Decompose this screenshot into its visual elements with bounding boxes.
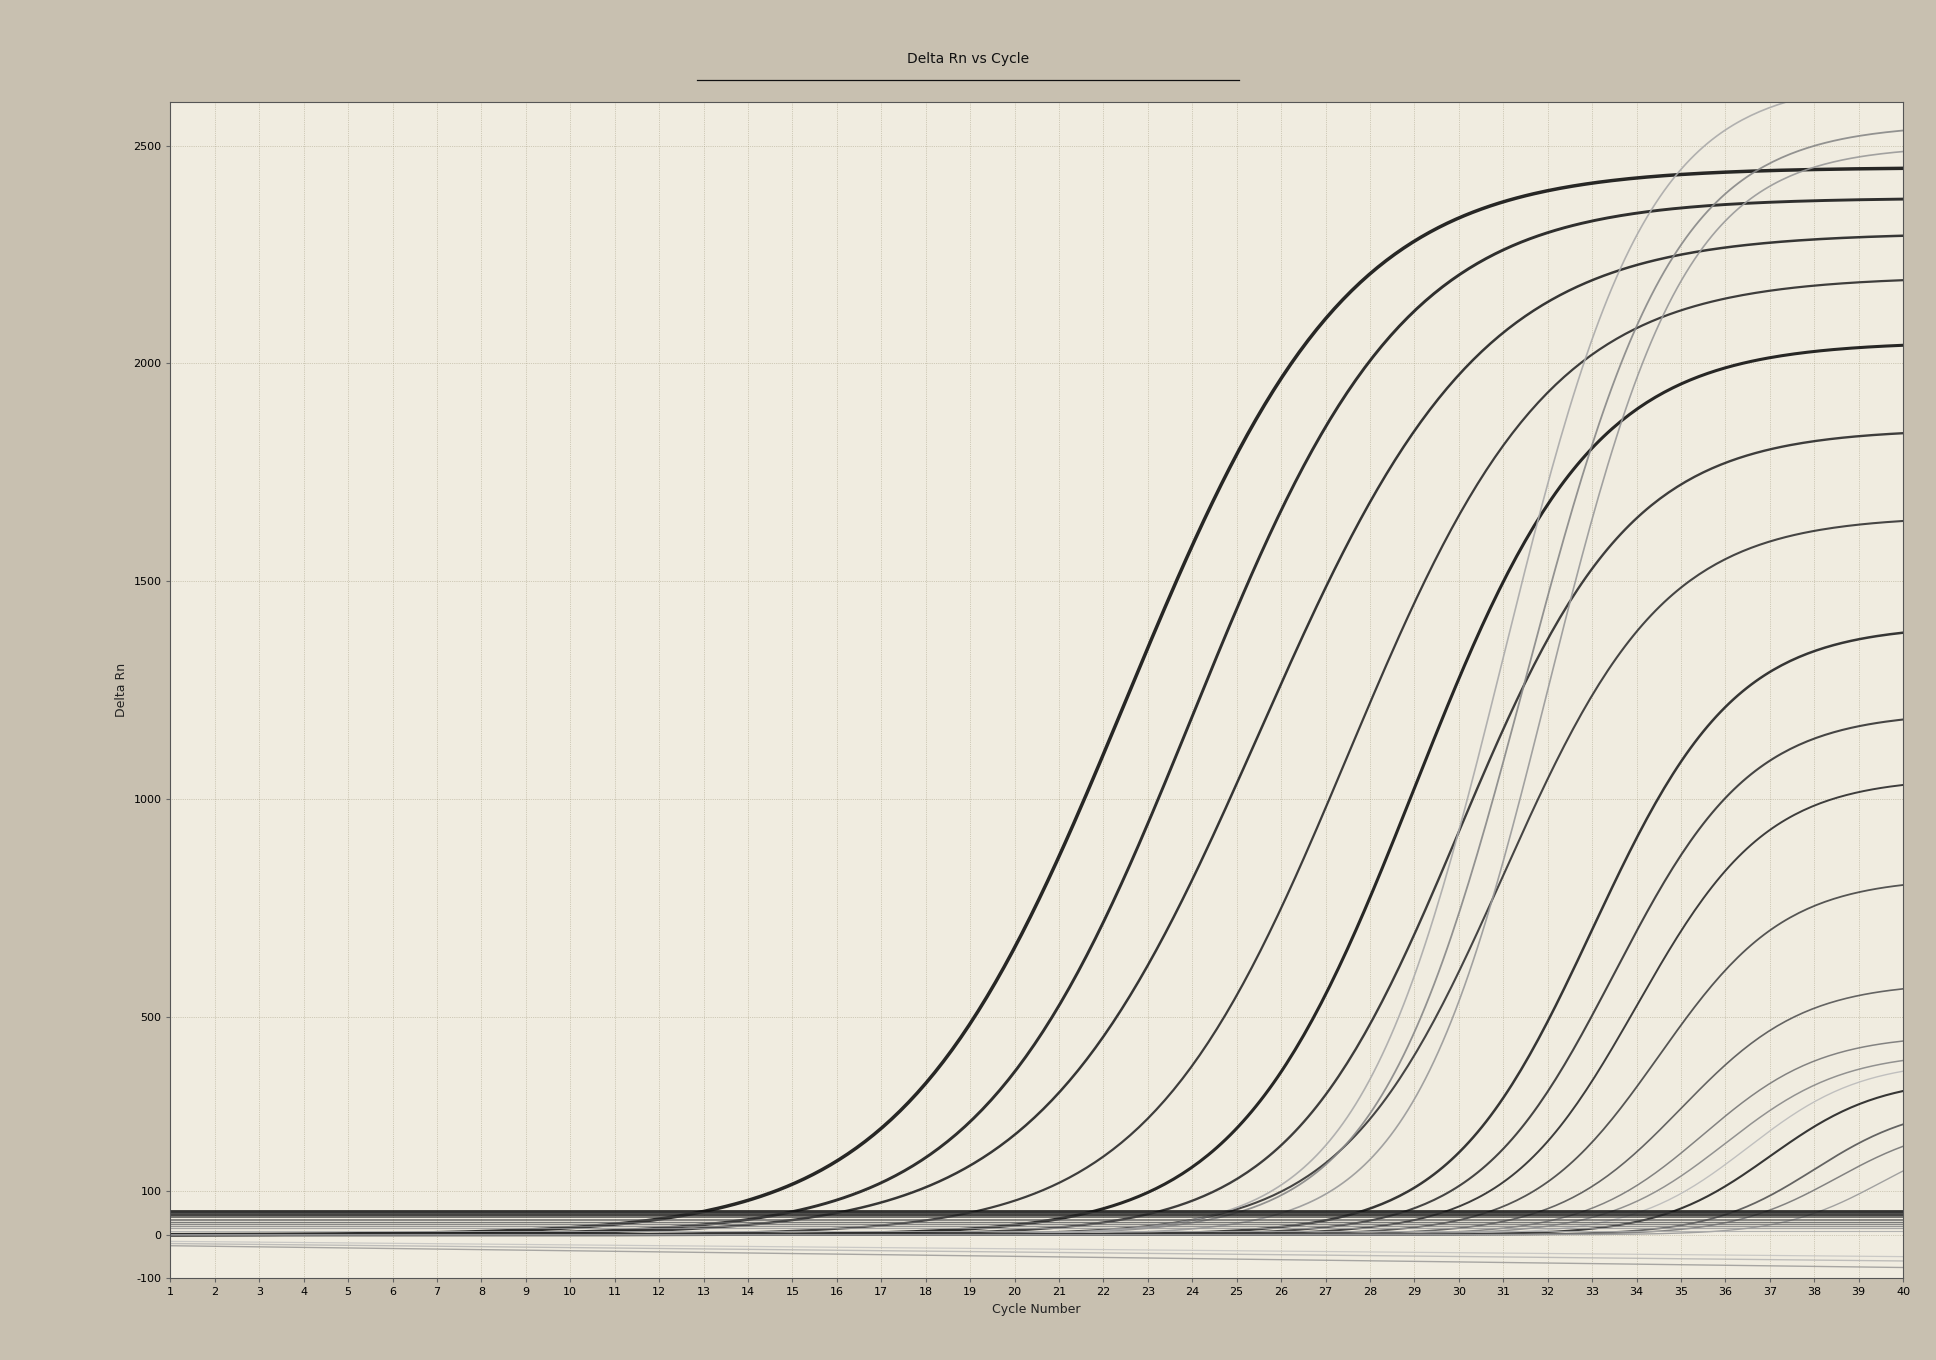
X-axis label: Cycle Number: Cycle Number (993, 1303, 1080, 1316)
Y-axis label: Delta Rn: Delta Rn (114, 664, 128, 717)
Text: Delta Rn vs Cycle: Delta Rn vs Cycle (906, 52, 1030, 67)
